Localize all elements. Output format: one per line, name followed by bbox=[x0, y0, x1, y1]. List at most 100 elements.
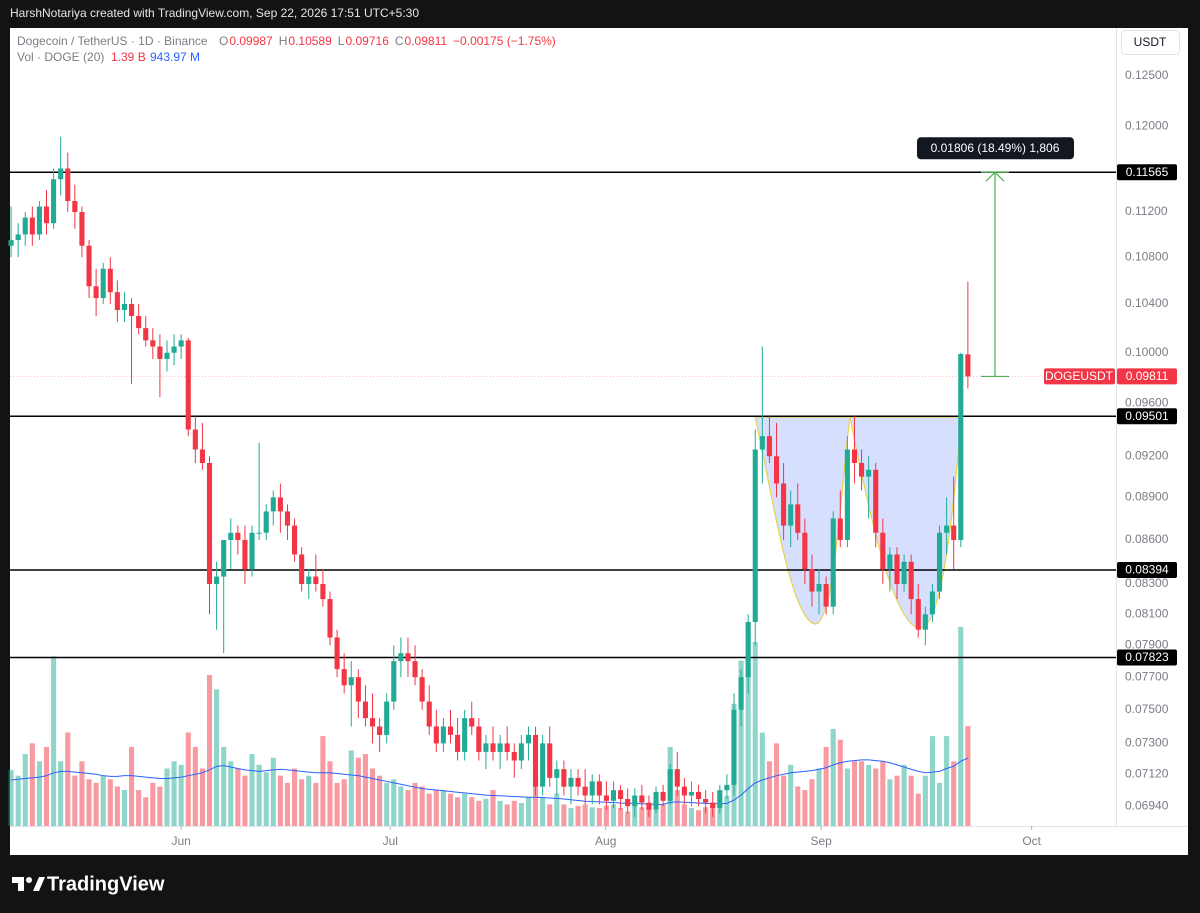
candle-body bbox=[497, 743, 503, 752]
currency-label[interactable]: USDT bbox=[1134, 35, 1167, 49]
volume-bar bbox=[525, 797, 532, 826]
ohlc-key: L bbox=[338, 34, 345, 48]
volume-bar bbox=[192, 746, 198, 826]
volume-bar bbox=[292, 768, 298, 826]
volume-bar bbox=[965, 726, 971, 826]
candle-body bbox=[51, 179, 57, 224]
candle-body bbox=[632, 795, 638, 807]
candle-body bbox=[766, 436, 772, 457]
candle-body bbox=[263, 511, 269, 533]
volume-bar bbox=[618, 808, 624, 826]
candle-body bbox=[547, 743, 553, 778]
candle-body bbox=[752, 449, 758, 622]
volume-bar bbox=[107, 779, 113, 826]
level-label-box bbox=[1117, 649, 1177, 666]
y-tick-label: 0.10800 bbox=[1125, 249, 1169, 263]
volume-bar bbox=[575, 805, 581, 826]
volume-bar bbox=[625, 811, 631, 826]
candle-body bbox=[320, 584, 326, 600]
volume-bar bbox=[43, 746, 50, 826]
volume-bar bbox=[674, 790, 680, 826]
volume-bar bbox=[419, 786, 425, 826]
volume-bar bbox=[759, 732, 765, 826]
candle-body bbox=[22, 217, 28, 235]
candle-body bbox=[802, 532, 808, 570]
candle-body bbox=[412, 661, 418, 678]
y-tick-label: 0.06940 bbox=[1125, 798, 1169, 812]
volume-bar bbox=[199, 768, 205, 826]
volume-bar bbox=[58, 761, 64, 826]
candle-body bbox=[781, 483, 787, 526]
volume-bar bbox=[270, 757, 276, 826]
measure-arrowhead bbox=[985, 171, 1005, 182]
candle-body bbox=[214, 576, 220, 585]
candle-body bbox=[206, 462, 213, 585]
candle-body bbox=[277, 497, 283, 512]
x-tick-label: Jul bbox=[383, 834, 398, 848]
volume-bar bbox=[206, 675, 213, 826]
volume-bar bbox=[540, 797, 546, 826]
volume-bar bbox=[802, 790, 808, 826]
ohlc-value: 0.09987 bbox=[229, 34, 273, 48]
level-label: 0.08394 bbox=[1125, 563, 1169, 577]
candle-body bbox=[561, 769, 567, 787]
candle-body bbox=[43, 206, 50, 224]
candle-body bbox=[844, 449, 850, 540]
candle-body bbox=[717, 790, 723, 808]
volume-bar bbox=[915, 793, 921, 826]
ohlc-value: 0.09716 bbox=[345, 34, 389, 48]
chart-panel bbox=[10, 28, 1188, 855]
volume-bar bbox=[752, 641, 758, 826]
candle-body bbox=[143, 328, 149, 341]
candle-body bbox=[362, 701, 368, 719]
volume-bar bbox=[150, 782, 156, 826]
candle-body bbox=[681, 786, 687, 796]
volume-ma-line bbox=[11, 757, 969, 805]
volume-bar bbox=[596, 808, 602, 826]
volume-bar bbox=[894, 775, 900, 826]
currency-button[interactable] bbox=[1121, 30, 1180, 55]
level-label-box bbox=[1117, 562, 1177, 579]
volume-readout: 1.39 B bbox=[111, 50, 146, 64]
volume-bar bbox=[724, 795, 730, 826]
y-tick-label: 0.07300 bbox=[1125, 736, 1169, 750]
candle-body bbox=[873, 469, 879, 533]
candle-body bbox=[136, 316, 142, 329]
volume-bar bbox=[936, 782, 943, 826]
volume-bar bbox=[136, 790, 142, 826]
candle-body bbox=[313, 576, 319, 585]
volume-bar bbox=[157, 786, 163, 826]
volume-bar bbox=[178, 764, 184, 826]
candle-body bbox=[490, 743, 496, 752]
volume-bar bbox=[36, 761, 42, 826]
volume-bar bbox=[589, 807, 595, 826]
candle-body bbox=[178, 340, 184, 347]
candle-body bbox=[284, 511, 291, 526]
candle-body bbox=[745, 621, 751, 678]
y-tick-label: 0.12500 bbox=[1125, 68, 1169, 82]
measure-label-box bbox=[917, 137, 1074, 160]
x-tick-label: Jun bbox=[171, 834, 190, 848]
candle-body bbox=[433, 726, 439, 744]
volume-bar bbox=[79, 761, 85, 826]
volume-bar bbox=[299, 779, 305, 826]
volume-bar bbox=[334, 782, 340, 826]
volume-bar bbox=[277, 775, 283, 826]
volume-bar bbox=[497, 800, 503, 826]
candle-body bbox=[518, 743, 524, 761]
x-tick-label: Oct bbox=[1022, 834, 1041, 848]
volume-bar bbox=[391, 779, 397, 826]
volume-bar bbox=[901, 764, 907, 826]
volume-bar bbox=[816, 768, 822, 826]
volume-bar bbox=[483, 798, 489, 826]
volume-bar bbox=[703, 807, 709, 826]
volume-bar bbox=[908, 775, 914, 826]
volume-bar bbox=[837, 739, 843, 826]
volume-bar bbox=[830, 728, 836, 826]
candle-body bbox=[164, 352, 170, 359]
candle-body bbox=[618, 790, 624, 800]
y-tick-label: 0.10000 bbox=[1125, 345, 1169, 359]
volume-bar bbox=[185, 732, 191, 826]
candle-body bbox=[469, 718, 475, 727]
